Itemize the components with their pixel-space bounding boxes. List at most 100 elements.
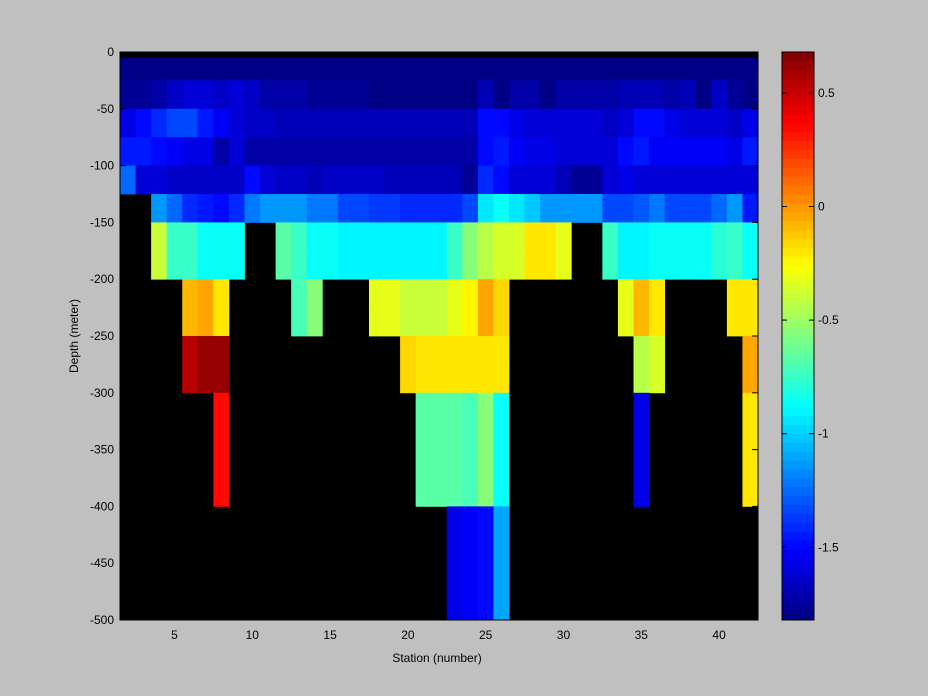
colorbar-band [782,52,814,62]
heatmap-cell [213,478,230,507]
heatmap-cell [244,137,261,166]
heatmap-cell [695,250,712,280]
heatmap-cell [555,80,572,110]
heatmap-cell [213,307,230,337]
heatmap-cell [633,222,650,252]
heatmap-cell [586,57,603,81]
colorbar-tick-label: -0.5 [818,313,839,327]
heatmap-cell [400,57,417,81]
x-tick-label: 35 [635,628,649,642]
heatmap-cell [291,165,308,195]
heatmap-cell [742,336,759,365]
colorbar-band [782,220,814,230]
heatmap-cell [633,57,650,81]
heatmap-cell [446,364,463,394]
heatmap-cell [680,80,697,110]
x-tick-label: 25 [479,628,493,642]
colorbar-band [782,158,814,168]
heatmap-cell [306,57,323,81]
heatmap-cell [415,279,432,308]
heatmap-cell [477,336,494,365]
heatmap-cell [462,336,479,365]
heatmap-cell [493,449,510,479]
heatmap-cell [446,421,463,450]
colorbar-band [782,149,814,159]
heatmap-cell [555,137,572,166]
heatmap-cell [446,506,463,536]
heatmap-cell [633,194,650,223]
colorbar-band [782,167,814,177]
heatmap-cell [368,137,385,166]
heatmap-cell [742,80,759,110]
colorbar-band [782,407,814,417]
y-tick-label: 0 [107,45,114,59]
heatmap-cell [182,222,199,252]
heatmap-cell [493,364,510,394]
heatmap-cell [477,279,494,308]
heatmap-cell [633,80,650,110]
heatmap-cell [197,250,214,280]
colorbar-band [782,504,814,514]
heatmap-cell [477,364,494,394]
heatmap-cell [711,137,728,166]
colorbar-band [782,87,814,97]
heatmap-cell [244,165,261,195]
heatmap-cell [182,57,199,81]
heatmap-cell [462,307,479,337]
heatmap-cell [633,336,650,365]
heatmap-cell [446,108,463,138]
heatmap-cell [509,137,525,166]
heatmap-cell [477,57,494,81]
heatmap-cell [462,165,479,195]
heatmap-cell [540,194,557,223]
heatmap-cell [602,137,619,166]
heatmap-cell [384,194,401,223]
heatmap-cell [322,57,339,81]
heatmap-cell [415,421,432,450]
heatmap-cell [617,250,634,280]
colorbar-gradient [782,52,814,621]
colorbar-band [782,398,814,408]
heatmap-cell [649,137,666,166]
heatmap-cell [664,57,681,81]
heatmap-cell [275,222,292,252]
heatmap-cell [633,364,650,394]
heatmap-cell [197,222,214,252]
heatmap-cell [120,108,136,138]
colorbar-band [782,611,814,621]
heatmap-cell [446,392,463,422]
heatmap-cell [649,336,666,365]
heatmap-cell [493,137,510,166]
heatmap-cell [151,57,168,81]
heatmap-cell [400,165,417,195]
colorbar-band [782,531,814,541]
heatmap-cell [260,80,277,110]
heatmap-cell [166,165,183,195]
heatmap-cell [586,80,603,110]
heatmap-cell [322,194,339,223]
heatmap-cell [275,165,292,195]
heatmap-cell [228,194,245,223]
heatmap-cell [493,279,510,308]
colorbar-band [782,327,814,337]
heatmap-cell [462,57,479,81]
heatmap-cell [493,222,510,252]
heatmap-cell [120,165,136,195]
heatmap-cell [415,336,432,365]
heatmap-cell [431,392,448,422]
heatmap-cell [166,57,183,81]
heatmap-cell [337,250,354,280]
colorbar-band [782,114,814,124]
heatmap-cell [415,478,432,507]
heatmap-cell [291,279,308,308]
heatmap-cell [742,392,759,422]
heatmap-cell [384,137,401,166]
heatmap-cell [633,250,650,280]
heatmap-cell [431,165,448,195]
heatmap-cell [151,222,168,252]
heatmap-cell [151,250,168,280]
heatmap-cell [524,250,541,280]
heatmap-cell [353,250,370,280]
heatmap-cell [726,80,743,110]
colorbar-band [782,211,814,222]
